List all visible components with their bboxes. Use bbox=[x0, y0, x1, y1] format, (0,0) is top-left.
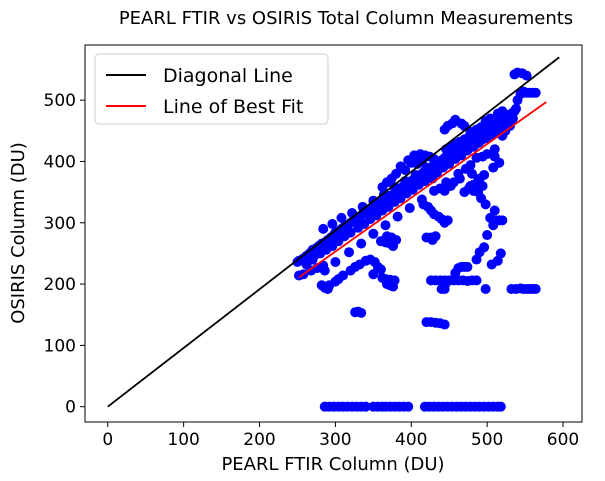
data-point bbox=[375, 264, 386, 275]
data-point bbox=[448, 177, 459, 188]
data-point bbox=[327, 219, 338, 229]
diagonal-line bbox=[107, 56, 560, 408]
data-point bbox=[356, 307, 367, 318]
data-point bbox=[471, 275, 482, 286]
y-tick-label: 200 bbox=[44, 275, 76, 295]
x-axis-ticks: 0 100 200 300 400 500 600 bbox=[102, 422, 579, 450]
data-point bbox=[510, 103, 521, 114]
data-point bbox=[468, 129, 479, 140]
y-axis-label: OSIRIS Column (DU) bbox=[8, 142, 29, 324]
data-point bbox=[521, 70, 532, 81]
data-point bbox=[462, 261, 473, 272]
data-point bbox=[482, 230, 493, 241]
data-point bbox=[485, 212, 496, 223]
data-point bbox=[489, 205, 500, 216]
data-point bbox=[486, 259, 497, 270]
data-point bbox=[336, 212, 347, 223]
data-point bbox=[380, 220, 391, 231]
data-point bbox=[406, 157, 417, 168]
data-point bbox=[460, 163, 471, 174]
data-point bbox=[480, 116, 491, 127]
data-point bbox=[474, 173, 485, 184]
data-point bbox=[427, 234, 438, 245]
data-point bbox=[465, 180, 476, 191]
data-point bbox=[439, 319, 450, 330]
data-point bbox=[368, 228, 379, 239]
data-point bbox=[489, 144, 500, 155]
data-point bbox=[345, 227, 356, 238]
data-point bbox=[388, 281, 399, 292]
data-point bbox=[497, 106, 508, 117]
data-point bbox=[497, 215, 508, 226]
data-point bbox=[479, 242, 490, 253]
legend-label-best-fit: Line of Best Fit bbox=[163, 96, 303, 118]
legend-box bbox=[94, 53, 329, 125]
data-point bbox=[318, 260, 329, 271]
data-point bbox=[324, 239, 335, 250]
y-tick-label: 300 bbox=[44, 214, 76, 234]
data-point bbox=[442, 215, 453, 226]
data-point bbox=[357, 201, 368, 212]
data-point bbox=[429, 154, 440, 165]
data-point bbox=[337, 270, 348, 281]
data-point bbox=[403, 401, 414, 412]
chart-title: PEARL FTIR vs OSIRIS Total Column Measur… bbox=[119, 8, 573, 29]
plot-content bbox=[107, 56, 560, 412]
x-axis-label: PEARL FTIR Column (DU) bbox=[221, 454, 444, 475]
data-point bbox=[344, 247, 355, 258]
data-point bbox=[441, 277, 452, 288]
x-tick-label: 200 bbox=[243, 430, 275, 450]
x-tick-label: 400 bbox=[395, 430, 427, 450]
plot-border bbox=[84, 44, 583, 423]
data-point bbox=[318, 223, 329, 234]
y-tick-label: 400 bbox=[44, 152, 76, 172]
x-tick-label: 500 bbox=[471, 430, 503, 450]
data-point bbox=[389, 182, 400, 193]
data-point bbox=[404, 203, 415, 214]
data-point bbox=[356, 238, 367, 249]
reference-lines bbox=[107, 56, 560, 408]
y-axis-ticks: 0 100 200 300 400 500 bbox=[44, 91, 85, 418]
data-point bbox=[530, 283, 541, 294]
data-points bbox=[292, 67, 541, 412]
data-point bbox=[368, 269, 379, 280]
data-point bbox=[495, 401, 506, 412]
data-point bbox=[381, 231, 392, 242]
data-point bbox=[392, 211, 403, 222]
x-tick-label: 600 bbox=[547, 430, 579, 450]
data-point bbox=[360, 401, 371, 412]
y-tick-label: 100 bbox=[44, 336, 76, 356]
data-point bbox=[480, 283, 491, 294]
data-point bbox=[482, 149, 493, 160]
data-point bbox=[400, 165, 411, 176]
data-point bbox=[530, 87, 541, 98]
x-tick-label: 0 bbox=[102, 430, 113, 450]
data-point bbox=[377, 182, 388, 193]
data-point bbox=[410, 169, 421, 180]
data-point bbox=[494, 157, 505, 168]
data-point bbox=[413, 152, 424, 163]
data-point bbox=[439, 124, 450, 135]
best-fit-line bbox=[298, 101, 547, 279]
data-point bbox=[330, 257, 341, 267]
y-tick-label: 0 bbox=[65, 398, 76, 418]
y-tick-label: 500 bbox=[44, 91, 76, 111]
x-tick-label: 100 bbox=[167, 430, 199, 450]
x-tick-label: 300 bbox=[319, 430, 351, 450]
data-point bbox=[471, 152, 482, 163]
legend: Diagonal Line Line of Best Fit bbox=[94, 53, 329, 125]
legend-label-diagonal: Diagonal Line bbox=[163, 65, 293, 87]
